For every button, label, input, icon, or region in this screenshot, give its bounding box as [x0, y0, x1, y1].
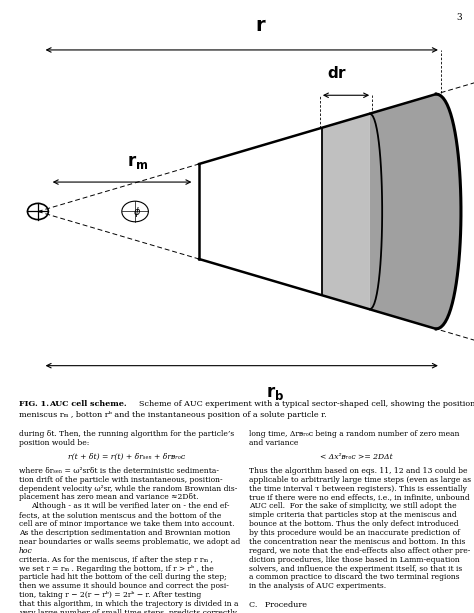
Text: we set r = rₘ . Regarding the bottom, if r > rᵇ , the: we set r = rₘ . Regarding the bottom, if… [19, 565, 214, 573]
Text: FIG. 1.: FIG. 1. [19, 400, 49, 408]
Text: where δrₛₑₙ = ω²srδt is the deterministic sedimenta-: where δrₛₑₙ = ω²srδt is the deterministi… [19, 466, 219, 475]
Text: AUC cell.  For the sake of simplicity, we still adopt the: AUC cell. For the sake of simplicity, we… [249, 502, 456, 511]
Text: As the description sedimentation and Brownian motion: As the description sedimentation and Bro… [19, 529, 230, 537]
Text: r(t + δt) = r(t) + δrₛₑₙ + δrᴃᵣₒᴄ: r(t + δt) = r(t) + δrₛₑₙ + δrᴃᵣₒᴄ [68, 453, 185, 461]
Text: then we assume it should bounce and correct the posi-: then we assume it should bounce and corr… [19, 582, 229, 590]
Text: during δt. Then, the running algorithm for the particle’s: during δt. Then, the running algorithm f… [19, 430, 234, 438]
Text: position would be:: position would be: [19, 439, 89, 447]
Text: regard, we note that the end-effects also affect other pre-: regard, we note that the end-effects als… [249, 547, 470, 555]
Text: true if there were no end effects, i.e., in infinite, unbound: true if there were no end effects, i.e.,… [249, 493, 470, 501]
Text: near boundaries or walls seems problematic, we adopt ad: near boundaries or walls seems problemat… [19, 538, 240, 546]
Text: tion drift of the particle with instantaneous, position-: tion drift of the particle with instanta… [19, 476, 223, 484]
Text: hoc: hoc [19, 547, 33, 555]
Text: Although - as it will be verified later on - the end ef-: Although - as it will be verified later … [31, 502, 229, 511]
Text: very large number of small time steps, predicts correctly: very large number of small time steps, p… [19, 609, 237, 613]
Text: placement has zero mean and variance ≈2Dδt.: placement has zero mean and variance ≈2D… [19, 493, 199, 501]
Text: $\mathbf{r_m}$: $\mathbf{r_m}$ [127, 153, 148, 171]
Text: AUC cell scheme.: AUC cell scheme. [49, 400, 127, 408]
Text: the time interval τ between registers). This is essentially: the time interval τ between registers). … [249, 484, 467, 493]
Text: Thus the algorithm based on eqs. 11, 12 and 13 could be: Thus the algorithm based on eqs. 11, 12 … [249, 466, 467, 475]
Text: solvers, and influence the experiment itself, so that it is: solvers, and influence the experiment it… [249, 565, 462, 573]
Text: tion, taking r − 2(r − rᵇ) = 2rᵇ − r. After testing: tion, taking r − 2(r − rᵇ) = 2rᵇ − r. Af… [19, 591, 201, 600]
Text: 3: 3 [456, 13, 462, 23]
Text: bounce at the bottom. Thus the only defect introduced: bounce at the bottom. Thus the only defe… [249, 520, 458, 528]
Text: long time, Δrᴃᵣₒᴄ being a random number of zero mean: long time, Δrᴃᵣₒᴄ being a random number … [249, 430, 459, 438]
Text: fects, at the solution meniscus and the bottom of the: fects, at the solution meniscus and the … [19, 511, 221, 519]
Text: C.   Procedure: C. Procedure [249, 601, 307, 609]
Text: meniscus rₘ , botton rᵇ and the instantaneous position of a solute particle r.: meniscus rₘ , botton rᵇ and the instanta… [19, 411, 327, 419]
Text: a common practice to discard the two terminal regions: a common practice to discard the two ter… [249, 573, 459, 582]
Text: that this algorithm, in which the trajectory is divided in a: that this algorithm, in which the trajec… [19, 600, 238, 608]
Polygon shape [370, 94, 461, 329]
Text: by this procedure would be an inaccurate prediction of: by this procedure would be an inaccurate… [249, 529, 460, 537]
Text: dependent velocity ω²sr, while the random Brownian dis-: dependent velocity ω²sr, while the rando… [19, 484, 237, 493]
Text: criteria. As for the meniscus, if after the step r rₘ ,: criteria. As for the meniscus, if after … [19, 555, 213, 564]
Text: in the analysis of AUC experiments.: in the analysis of AUC experiments. [249, 582, 386, 590]
Text: $\mathbf{r}$: $\mathbf{r}$ [255, 17, 266, 35]
Text: $\mathbf{dr}$: $\mathbf{dr}$ [327, 64, 347, 80]
Text: cell are of minor importance we take them into account.: cell are of minor importance we take the… [19, 520, 235, 528]
Text: $\mathbf{r_b}$: $\mathbf{r_b}$ [266, 384, 284, 402]
Text: particle had hit the bottom of the cell during the step;: particle had hit the bottom of the cell … [19, 573, 227, 582]
Text: applicable to arbitrarily large time steps (even as large as: applicable to arbitrarily large time ste… [249, 476, 471, 484]
Text: and variance: and variance [249, 439, 298, 447]
Text: Scheme of AUC experiment with a typical sector-shaped cell, showing the position: Scheme of AUC experiment with a typical … [134, 400, 474, 408]
Text: simple criteria that particles stop at the meniscus and: simple criteria that particles stop at t… [249, 511, 456, 519]
Polygon shape [322, 113, 370, 310]
Text: the concentration near the meniscus and bottom. In this: the concentration near the meniscus and … [249, 538, 465, 546]
Text: < Δx²ᴃᵣₒᴄ >= 2DΔt: < Δx²ᴃᵣₒᴄ >= 2DΔt [320, 453, 393, 461]
Text: diction procedures, like those based in Lamm-equation: diction procedures, like those based in … [249, 555, 460, 564]
Polygon shape [199, 128, 322, 295]
Text: $\phi$: $\phi$ [133, 205, 142, 219]
